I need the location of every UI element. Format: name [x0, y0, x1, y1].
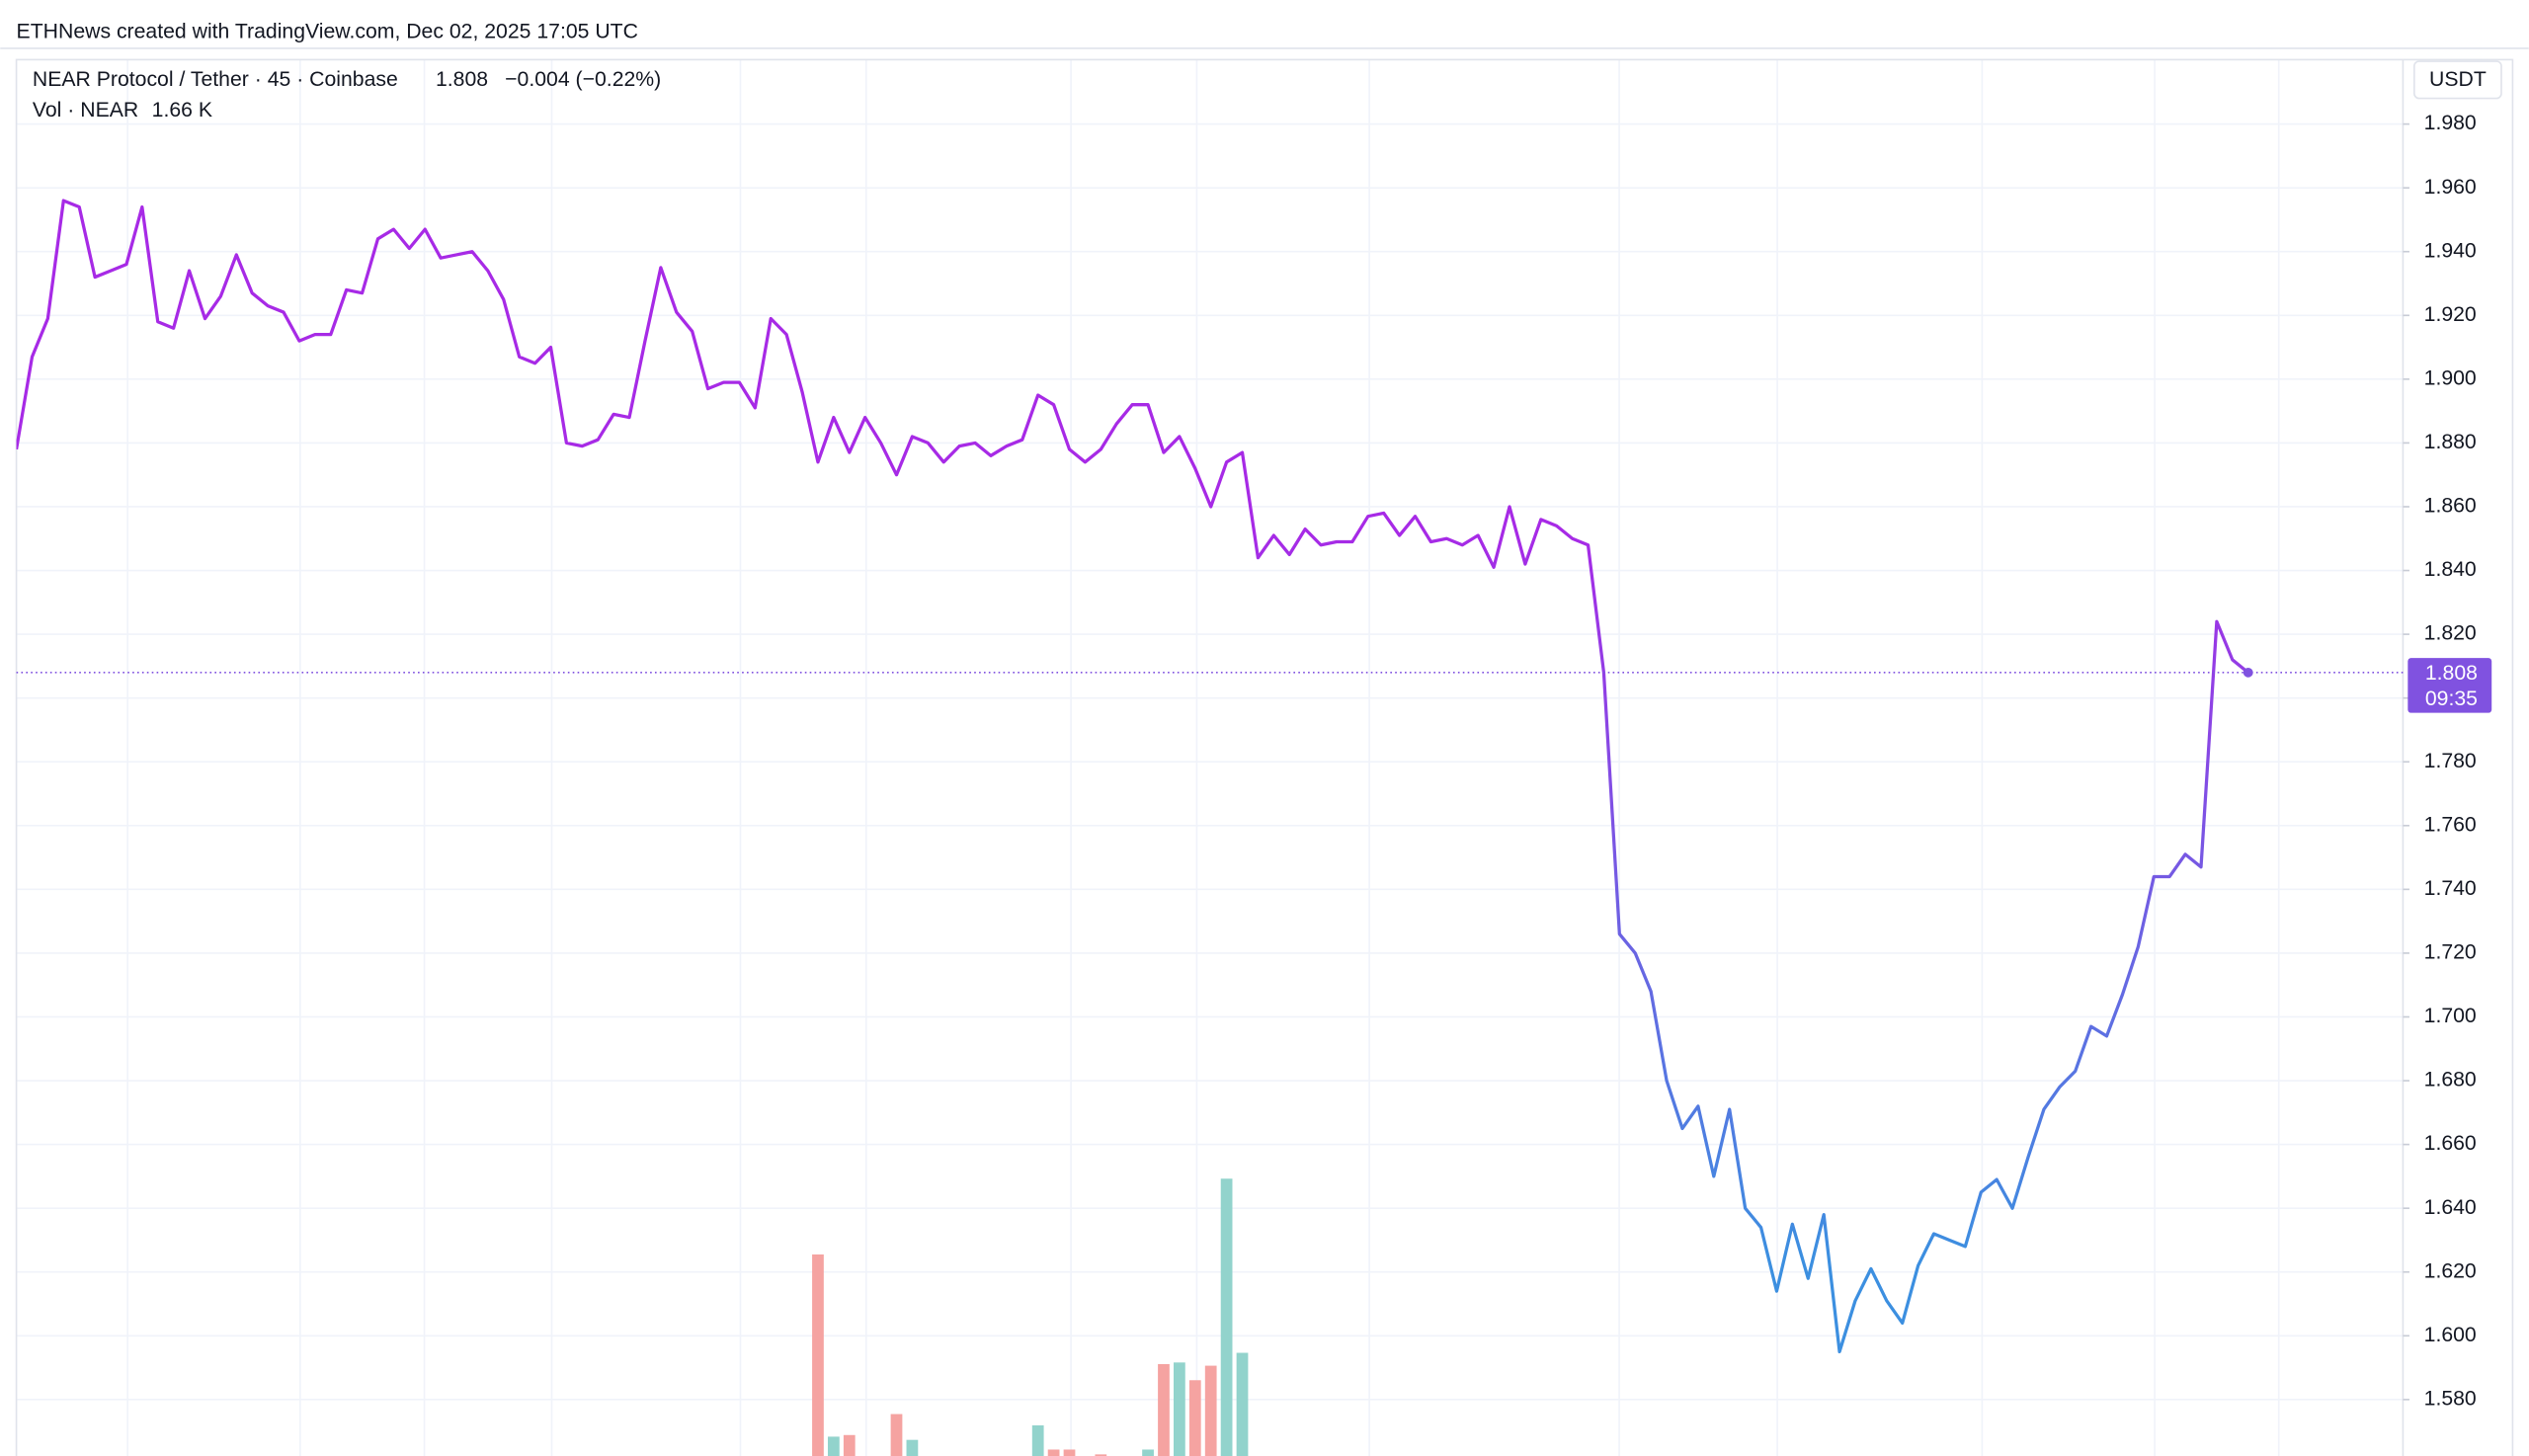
volume-bar: [812, 1254, 824, 1456]
y-tick-label: 1.720: [2424, 941, 2477, 964]
volume-bar: [843, 1434, 856, 1456]
price-tag: [2407, 658, 2492, 713]
axis-unit: USDT: [2429, 68, 2487, 91]
legend-change: −0.004 (−0.22%): [505, 68, 661, 91]
y-tick-label: 1.740: [2424, 877, 2477, 900]
y-tick-label: 1.680: [2424, 1069, 2477, 1092]
y-tick-label: 1.580: [2424, 1387, 2477, 1410]
y-tick-label: 1.600: [2424, 1324, 2477, 1346]
y-tick-label: 1.860: [2424, 495, 2477, 518]
credit: ETHNews created with TradingView.com, De…: [17, 20, 638, 42]
y-tick-label: 1.980: [2424, 112, 2477, 134]
price-axis: 1.580 1.600 1.620 1.640 1.660 1.680 1.700 1.720…: [2403, 112, 2477, 1410]
y-tick-label: 1.780: [2424, 750, 2477, 772]
frame: [15, 58, 2514, 1456]
volume-bar: [1158, 1363, 1170, 1456]
grid: [16, 59, 2404, 1456]
y-tick-label: 1.880: [2424, 431, 2477, 453]
legend-last-value: 1.808: [436, 68, 488, 91]
volume-bar: [1047, 1449, 1060, 1456]
volume-legend: Vol · NEAR: [33, 99, 138, 121]
volume-bar: [1220, 1178, 1233, 1456]
last-price-dot: [2243, 667, 2253, 678]
y-tick-label: 1.900: [2424, 366, 2477, 389]
volume-bar: [1095, 1454, 1107, 1456]
y-tick-label: 1.640: [2424, 1196, 2477, 1219]
volume-bar: [827, 1436, 840, 1456]
volume-last-value: 1.66 K: [152, 99, 212, 121]
y-tick-label: 1.820: [2424, 622, 2477, 645]
volume-bar: [1063, 1449, 1076, 1456]
legend-title: NEAR Protocol / Tether · 45 · Coinbase: [33, 68, 398, 91]
volume-bar: [1204, 1365, 1217, 1456]
y-tick-label: 1.960: [2424, 176, 2477, 199]
y-tick-label: 1.760: [2424, 813, 2477, 836]
y-tick-label: 1.700: [2424, 1005, 2477, 1027]
unit-box[interactable]: [2413, 60, 2502, 100]
price-line: [16, 199, 2249, 1354]
y-tick-label: 1.920: [2424, 303, 2477, 326]
volume-bar: [890, 1414, 903, 1456]
y-tick-label: 1.840: [2424, 558, 2477, 581]
y-tick-label: 1.940: [2424, 239, 2477, 262]
price-tag-value: 1.808: [2425, 662, 2478, 685]
volume-bar: [1174, 1362, 1185, 1456]
volume-bar: [1236, 1352, 1249, 1456]
y-tick-label: 1.660: [2424, 1132, 2477, 1155]
volume-bar: [1188, 1380, 1201, 1456]
volume-bar: [1031, 1424, 1044, 1456]
volume-bar: [906, 1439, 919, 1456]
volume-bar: [1142, 1449, 1154, 1456]
y-tick-label: 1.620: [2424, 1259, 2477, 1282]
plot: [16, 199, 2404, 1456]
price-tag-countdown: 09:35: [2425, 688, 2478, 710]
